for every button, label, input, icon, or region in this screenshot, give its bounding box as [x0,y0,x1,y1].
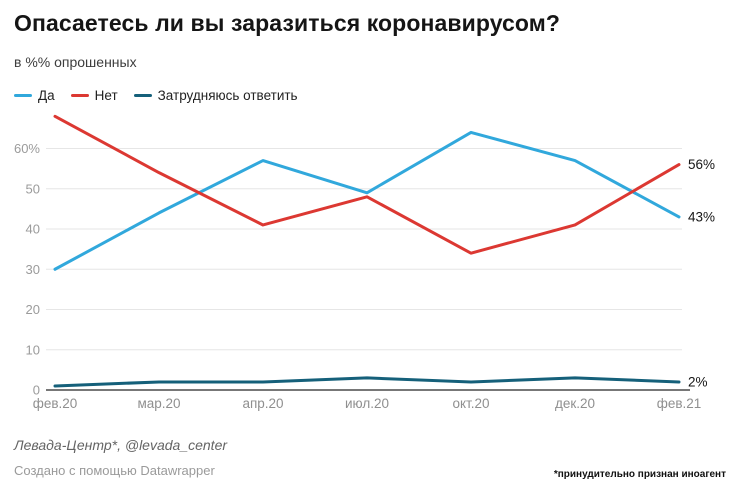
legend-item-net: Нет [70,88,118,103]
svg-text:50: 50 [26,181,40,196]
svg-text:окт.20: окт.20 [452,396,489,411]
svg-text:20: 20 [26,302,40,317]
source-attribution: Левада-Центр*, @levada_center [14,437,228,453]
svg-text:40: 40 [26,222,40,237]
chart-subtitle: в %% опрошенных [14,54,137,70]
foreign-agent-note: *принудительно признан иноагент [553,469,726,480]
legend-label: Затрудняюсь ответить [157,88,298,103]
legend-dash-icon [133,94,152,97]
chart-title: Опасаетесь ли вы заразиться коронавирусо… [14,10,561,36]
svg-text:апр.20: апр.20 [242,396,283,411]
svg-text:60%: 60% [14,141,40,156]
svg-text:дек.20: дек.20 [555,396,595,411]
legend-label: Нет [94,88,118,103]
svg-text:10: 10 [26,342,40,357]
svg-text:мар.20: мар.20 [137,396,180,411]
svg-text:фев.21: фев.21 [657,396,702,411]
svg-text:30: 30 [26,262,40,277]
legend-item-da: Да [14,88,55,103]
svg-text:фев.20: фев.20 [33,396,78,411]
svg-text:56%: 56% [688,157,715,172]
legend-item-zatrudnyayus: Затрудняюсь ответить [133,88,298,103]
legend-dash-icon [14,94,32,97]
legend-dash-icon [70,94,89,97]
svg-text:43%: 43% [688,209,715,224]
svg-text:0: 0 [33,383,40,398]
legend-label: Да [38,88,55,103]
datawrapper-byline: Создано с помощью Datawrapper [14,463,215,478]
svg-text:июл.20: июл.20 [345,396,389,411]
line-chart: 0 10 20 30 40 50 60% фев.20 мар.20 апр.20 июл.20 ок… [14,114,715,411]
legend: Да Нет Затрудняюсь ответить [14,88,298,103]
svg-text:2%: 2% [688,374,708,389]
